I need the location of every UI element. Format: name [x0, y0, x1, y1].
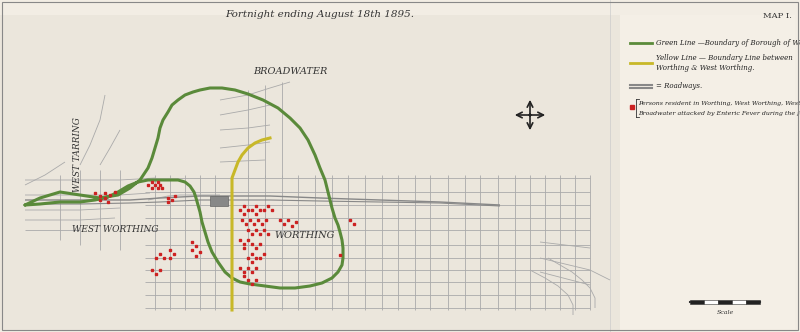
Bar — [718, 300, 732, 304]
Text: = Roadways.: = Roadways. — [656, 82, 702, 90]
Bar — [0, 15, 620, 330]
Text: Fortnight ending August 18th 1895.: Fortnight ending August 18th 1895. — [226, 10, 414, 19]
Text: MAP I.: MAP I. — [763, 12, 792, 20]
Bar — [746, 300, 760, 304]
Text: WEST TARRING: WEST TARRING — [74, 118, 82, 193]
Text: WEST WORTHING: WEST WORTHING — [72, 225, 158, 234]
Bar — [732, 300, 746, 304]
Bar — [210, 196, 228, 206]
Text: WORTHING: WORTHING — [275, 230, 335, 239]
Bar — [704, 300, 718, 304]
Bar — [690, 300, 704, 304]
Text: Yellow Line — Boundary Line between Worthing & West Worthing.: Yellow Line — Boundary Line between Wort… — [656, 54, 793, 72]
Text: Green Line —Boundary of Borough of Worthing.: Green Line —Boundary of Borough of Worth… — [656, 39, 800, 47]
Text: Persons resident in Worthing, West Worthing, West Tarring and: Persons resident in Worthing, West Worth… — [638, 101, 800, 106]
Text: Scale: Scale — [716, 310, 734, 315]
Text: Broadwater attacked by Enteric Fever during the fortnight.: Broadwater attacked by Enteric Fever dur… — [638, 111, 800, 116]
Bar — [620, 15, 795, 330]
Text: BROADWATER: BROADWATER — [253, 67, 327, 76]
